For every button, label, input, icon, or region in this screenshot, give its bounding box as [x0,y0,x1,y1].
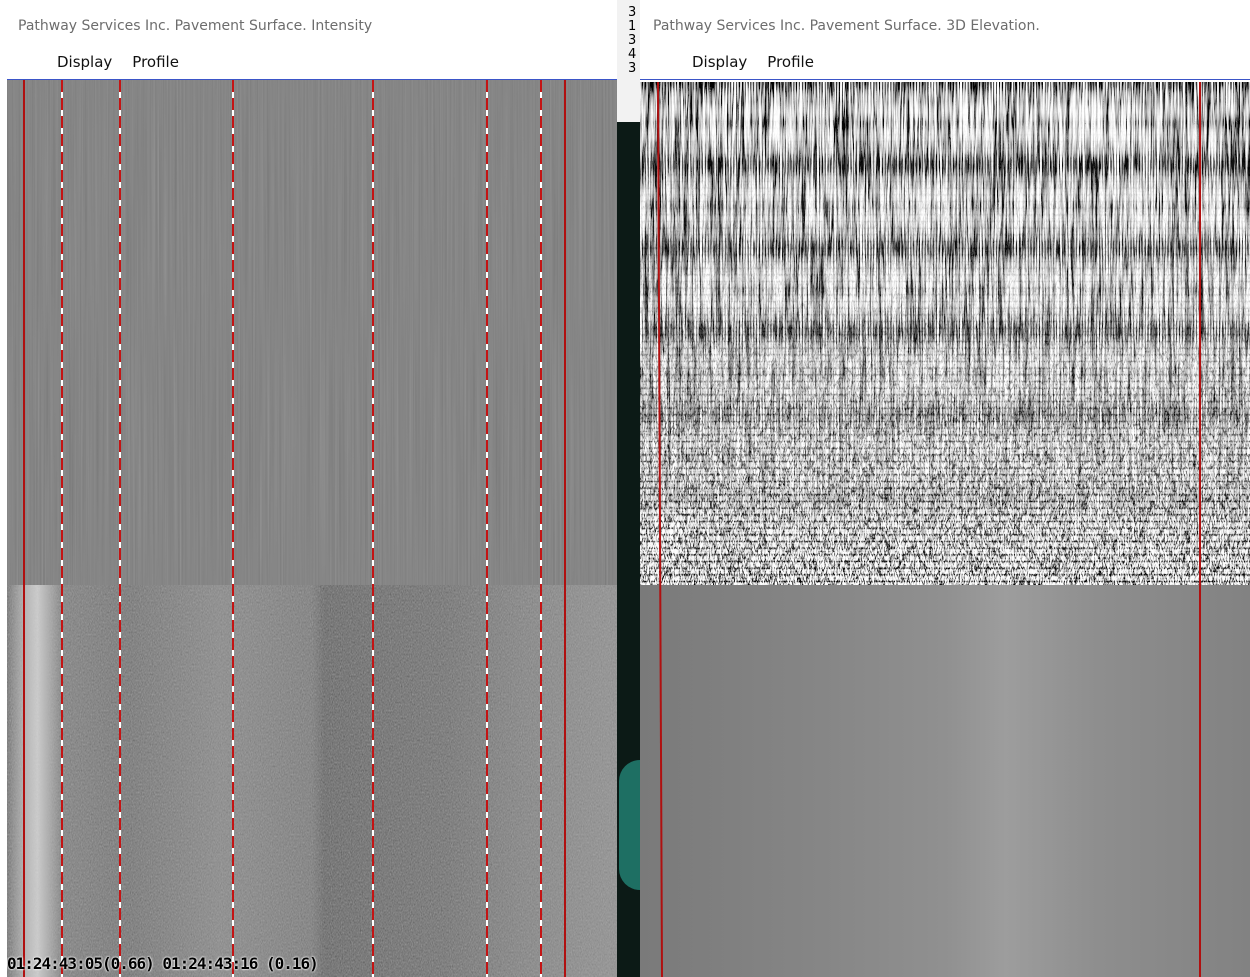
elevation-image [640,82,1250,977]
side-digits: 3 1 3 4 3 [617,0,640,122]
digit: 1 [628,20,640,34]
timestamp-status: 01:24:43:05(0.66) 01:24:43:16 (0.16) [7,954,318,973]
digit: 3 [628,34,640,48]
window-title: Pathway Services Inc. Pavement Surface. … [18,18,372,34]
menu-item[interactable]: Profile [132,53,179,71]
intensity-window: Pathway Services Inc. Pavement Surface. … [0,0,617,977]
menu-item[interactable]: Display [57,53,112,71]
background-strip: 3 1 3 4 3 [617,0,640,977]
menu-item[interactable]: Profile [767,53,814,71]
intensity-image [7,80,617,977]
window-title: Pathway Services Inc. Pavement Surface. … [653,18,1040,34]
digit: 3 [628,62,640,76]
menu-bar: Display Profile [57,53,179,71]
menu-bar: Display Profile [692,53,814,71]
elevation-window: Pathway Services Inc. Pavement Surface. … [640,0,1250,977]
menu-rule [640,79,1250,80]
digit: 3 [628,6,640,20]
digit: 4 [628,48,640,62]
menu-item[interactable]: Display [692,53,747,71]
page: {"left_window": {"title": "Pathway Servi… [0,0,1250,977]
background-shape [619,760,640,890]
